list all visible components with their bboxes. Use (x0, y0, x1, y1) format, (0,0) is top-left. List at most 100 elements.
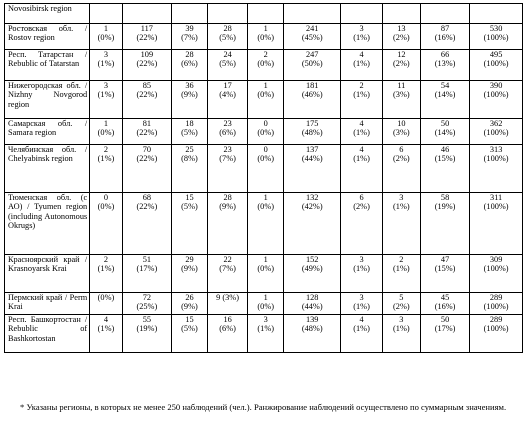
count-value: 3 (399, 315, 404, 325)
value-cell: 4 (1%) (340, 144, 383, 193)
value-cell: 390 (100%) (469, 80, 523, 119)
percent-value: (1%) (393, 202, 410, 212)
value-cell: 137 (44%) (283, 144, 342, 193)
percent-value: (22%) (136, 154, 158, 164)
value-cell: 9 (3%) (206, 292, 249, 315)
percent-value: (2%) (353, 202, 370, 212)
value-cell: 3 (1%) (340, 292, 383, 315)
value-cell: 175 (48%) (283, 118, 342, 145)
percent-value: (7%) (219, 154, 236, 164)
percent-value: (14%) (434, 90, 456, 100)
count-value: 109 (140, 50, 154, 60)
count-value: 4 (103, 315, 109, 325)
value-cell: 28 (5%) (206, 23, 249, 50)
regions-table: Novosibirsk region Ростовская обл. / Rost… (3, 3, 523, 353)
value-cell: 50 (14%) (419, 118, 471, 145)
percent-value: (0%) (257, 302, 274, 312)
table-row: Красноярский край / Krasnoyarsk Krai 2 (1%… (3, 254, 523, 293)
percent-value: (22%) (136, 33, 158, 43)
count-value: 24 (223, 50, 232, 60)
count-value: 13 (397, 24, 406, 34)
percent-value: (1%) (353, 264, 370, 274)
value-cell: 1 (0%) (247, 23, 285, 50)
count-value: 23 (223, 145, 232, 155)
count-value: 0 (263, 119, 268, 129)
percent-value: (19%) (434, 202, 456, 212)
value-cell: 70 (22%) (121, 144, 173, 193)
count-value: 6 (359, 193, 364, 203)
percent-value: (14%) (434, 128, 456, 138)
count-value: 3 (359, 255, 364, 265)
percent-value: (1%) (97, 59, 115, 69)
percent-value: (0%) (97, 128, 115, 138)
value-cell: 128 (44%) (283, 292, 342, 315)
value-cell: 152 (49%) (283, 254, 342, 293)
value-cell: 5 (2%) (381, 292, 421, 315)
value-cell: 6 (2%) (381, 144, 421, 193)
count-value: 495 (489, 50, 503, 60)
count-value: 0 (263, 145, 268, 155)
value-cell: 3 (1%) (381, 314, 421, 353)
value-cell: 11 (3%) (381, 80, 421, 119)
value-cell: 0 (0%) (247, 144, 285, 193)
count-value: 87 (440, 24, 450, 34)
percent-value: (100%) (483, 154, 509, 164)
percent-value: (22%) (136, 202, 158, 212)
percent-value: (6%) (181, 59, 198, 69)
percent-value: (0%) (97, 293, 115, 303)
count-value: 85 (142, 81, 152, 91)
value-cell (171, 3, 208, 24)
count-value: 3 (359, 24, 364, 34)
value-cell: 6 (2%) (340, 192, 383, 255)
count-value: 28 (223, 193, 232, 203)
value-cell: 247 (50%) (283, 49, 342, 81)
percent-value: (1%) (97, 324, 115, 334)
count-value: 17 (223, 81, 232, 91)
percent-value: (15%) (434, 264, 456, 274)
count-value: 309 (489, 255, 503, 265)
percent-value: (1%) (393, 264, 410, 274)
percent-value: (5%) (219, 59, 236, 69)
percent-value: (100%) (483, 202, 509, 212)
count-value: 137 (306, 145, 319, 155)
region-cell: Челябинская обл. / Chelyabinsk region (3, 144, 91, 193)
value-cell: 28 (9%) (206, 192, 249, 255)
count-value: 9 (3%) (216, 293, 239, 303)
count-value: 128 (306, 293, 319, 303)
value-cell: 4 (1%) (89, 314, 123, 353)
count-value: 28 (185, 50, 194, 60)
value-cell: 4 (1%) (340, 118, 383, 145)
percent-value: (0%) (257, 202, 274, 212)
percent-value: (1%) (353, 128, 370, 138)
count-value: 4 (359, 315, 364, 325)
value-cell: 3 (1%) (381, 192, 421, 255)
value-cell: 81 (22%) (121, 118, 173, 145)
percent-value: (7%) (181, 33, 198, 43)
percent-value: (1%) (353, 302, 370, 312)
value-cell: 12 (2%) (381, 49, 421, 81)
percent-value: (25%) (136, 302, 158, 312)
count-value: 23 (223, 119, 232, 129)
value-cell: 10 (3%) (381, 118, 421, 145)
value-cell: 47 (15%) (419, 254, 471, 293)
count-value: 18 (185, 119, 194, 129)
value-cell: 0 (0%) (89, 192, 123, 255)
count-value: 390 (489, 81, 503, 91)
percent-value: (100%) (483, 59, 509, 69)
count-value: 28 (223, 24, 232, 34)
value-cell: 51 (17%) (121, 254, 173, 293)
region-cell: Ростовская обл. / Rostov region (3, 23, 91, 50)
percent-value: (48%) (301, 324, 323, 334)
count-value: 1 (263, 24, 268, 34)
percent-value: (45%) (301, 33, 323, 43)
value-cell: 36 (9%) (171, 80, 208, 119)
percent-value: (100%) (483, 302, 509, 312)
percent-value: (1%) (353, 33, 370, 43)
percent-value: (1%) (353, 90, 370, 100)
value-cell: 313 (100%) (469, 144, 523, 193)
percent-value: (9%) (219, 202, 236, 212)
percent-value: (0%) (257, 33, 274, 43)
value-cell: 68 (22%) (121, 192, 173, 255)
percent-value: (16%) (434, 33, 456, 43)
value-cell (283, 3, 342, 24)
